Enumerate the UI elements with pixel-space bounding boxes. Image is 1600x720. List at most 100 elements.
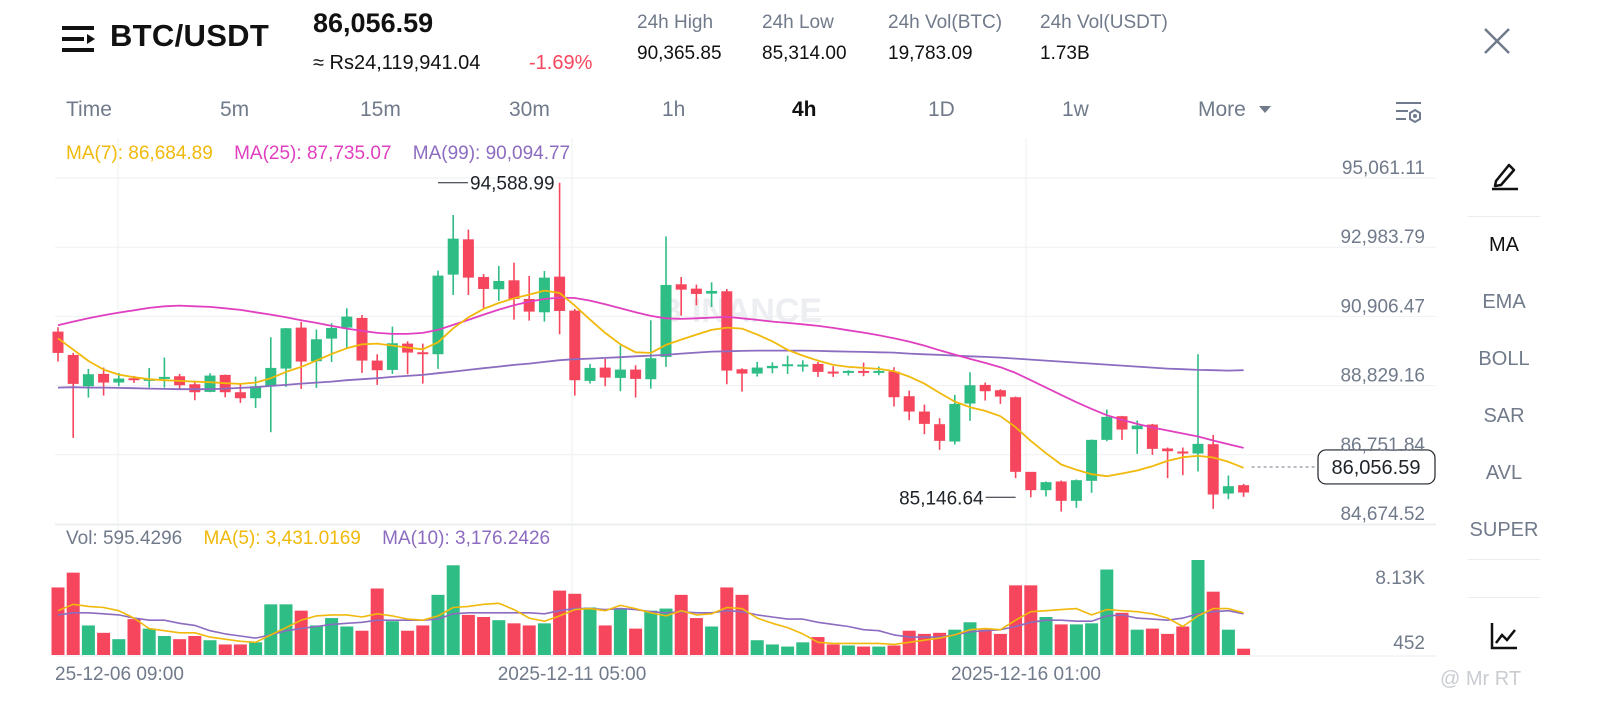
volume-bar	[461, 614, 475, 655]
stat-value: 85,314.00	[762, 43, 847, 64]
candle-body	[1086, 439, 1098, 481]
volume-bar	[188, 636, 202, 655]
line-chart-icon[interactable]	[1489, 621, 1519, 651]
volume-bar	[720, 587, 734, 655]
tab-more-label: More	[1198, 98, 1246, 121]
candle-body	[493, 280, 505, 290]
volume-bar	[249, 642, 263, 655]
volume-bar	[157, 636, 171, 655]
tab-1w[interactable]: 1w	[1062, 98, 1089, 121]
candle-body	[1010, 397, 1022, 472]
tab-1d[interactable]: 1D	[928, 98, 955, 121]
grid	[55, 138, 1436, 658]
candle-body	[52, 331, 64, 353]
vol-ma10-line	[57, 607, 1244, 639]
candle-body	[82, 374, 94, 387]
volume-bar	[522, 625, 536, 655]
candle-body	[614, 369, 626, 378]
volume-bar	[735, 594, 749, 655]
stat-label: 24h High	[637, 12, 714, 33]
ma99-legend: MA(99): 90,094.77	[412, 143, 571, 164]
tab-more[interactable]: More	[1198, 98, 1272, 122]
stat-value: 19,783.09	[888, 43, 973, 64]
sidebar-divider	[1468, 597, 1540, 598]
indicator-avl[interactable]: AVL	[1485, 462, 1523, 484]
indicator-ma[interactable]: MA	[1489, 234, 1519, 256]
candle-body	[660, 284, 672, 357]
candle-body	[1177, 451, 1189, 454]
indicator-super[interactable]: SUPER	[1469, 519, 1539, 541]
volume-axis-label: 8.13K	[1375, 568, 1425, 589]
volume-bar	[492, 620, 506, 655]
tab-15m[interactable]: 15m	[360, 98, 401, 121]
volume-bar	[370, 588, 384, 655]
pencil-draw-icon[interactable]	[1488, 159, 1520, 191]
chart-settings-icon[interactable]	[1394, 100, 1424, 128]
candle-body	[295, 327, 307, 362]
candle-body	[751, 367, 763, 374]
price-axis-label: 90,906.47	[1340, 296, 1425, 317]
pair-title[interactable]: BTC/USDT	[110, 18, 270, 53]
candle-body	[1070, 480, 1082, 501]
volume-bar	[431, 594, 445, 655]
price-axis-label: 86,751.84	[1340, 435, 1425, 456]
volume-bar	[1191, 560, 1205, 655]
volume-bar	[1206, 591, 1220, 655]
volume-bar	[705, 626, 719, 655]
candle-body	[630, 369, 642, 379]
candle-body	[706, 290, 718, 294]
menu-icon[interactable]	[62, 24, 96, 54]
volume-bar	[173, 639, 187, 655]
volume-bar	[1085, 623, 1099, 655]
candle-body	[508, 280, 520, 299]
price-change-percent: -1.69%	[529, 52, 593, 74]
vol-ma10-legend: MA(10): 3,176.2426	[382, 528, 551, 549]
candle-body	[584, 367, 596, 381]
candle-body	[918, 411, 930, 424]
candle-body	[356, 317, 368, 361]
candle-body	[523, 298, 535, 312]
candle-body	[189, 384, 201, 393]
tab-5m[interactable]: 5m	[220, 98, 250, 121]
ma25-line	[57, 296, 1244, 449]
price-axis-label: 92,983.79	[1340, 227, 1425, 248]
tab-30m[interactable]: 30m	[509, 98, 550, 121]
candle-body	[447, 238, 459, 275]
stat-label: 24h Vol(BTC)	[888, 12, 1003, 33]
vol-legend: Vol: 595.4296	[66, 528, 183, 549]
high-marker-label: 94,588.99	[470, 174, 555, 195]
volume-bar	[1176, 626, 1190, 655]
volume-bar	[644, 610, 658, 655]
candle-body	[98, 373, 110, 383]
indicator-sar[interactable]: SAR	[1483, 405, 1525, 427]
candle-body	[417, 352, 429, 355]
tab-4h[interactable]: 4h	[792, 98, 817, 121]
candle-body	[1146, 424, 1158, 449]
volume-bar	[613, 608, 627, 655]
tab-1h[interactable]: 1h	[662, 98, 686, 121]
volume-bar	[51, 587, 65, 655]
close-icon[interactable]	[1482, 26, 1512, 56]
volume-bar	[963, 622, 977, 655]
candle-body	[462, 239, 474, 278]
candle-body	[721, 291, 733, 371]
indicator-ema[interactable]: EMA	[1482, 291, 1526, 313]
tab-time[interactable]: Time	[66, 98, 112, 121]
indicator-boll[interactable]: BOLL	[1478, 348, 1530, 370]
volume-bar	[765, 644, 779, 655]
candle-body	[736, 369, 748, 374]
volume-bar	[841, 645, 855, 655]
interval-tabs: Time 5m 15m 30m 1h 4h 1D 1w More	[0, 98, 1440, 130]
volume-bar	[507, 623, 521, 655]
candle-body	[1192, 443, 1204, 454]
volume-bar	[553, 590, 567, 655]
candle-body	[1238, 485, 1250, 493]
sidebar-divider	[1468, 559, 1540, 560]
candle-body	[675, 284, 687, 290]
candle-body	[371, 360, 383, 371]
candle-body	[1222, 486, 1234, 494]
stat-24h-vol-usdt: 24h Vol(USDT) 1.73B	[1040, 12, 1168, 65]
volume-bar	[112, 639, 126, 655]
volume-bar	[1221, 629, 1235, 655]
